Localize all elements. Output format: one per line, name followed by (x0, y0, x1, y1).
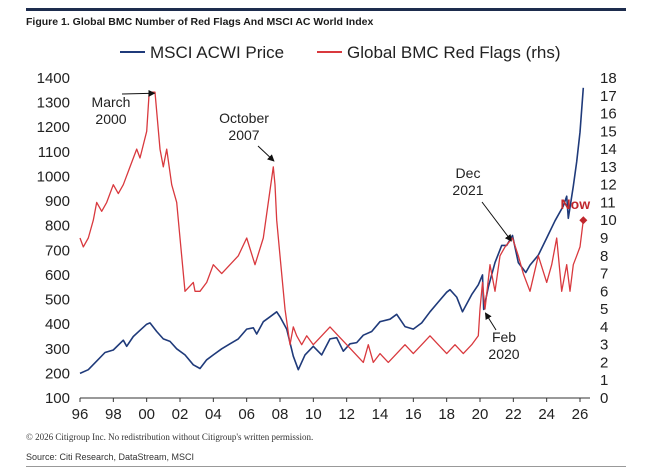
figure-title: Figure 1. Global BMC Number of Red Flags… (26, 16, 374, 28)
y-tick-label-right: 15 (600, 123, 617, 140)
x-tick-label: 16 (405, 406, 422, 423)
y-tick-label-right: 1 (600, 372, 608, 389)
y-tick-label-left: 900 (45, 193, 70, 210)
y-tick-label-right: 13 (600, 159, 617, 176)
y-tick-label-right: 10 (600, 212, 617, 229)
x-tick-label: 26 (572, 406, 589, 423)
y-tick-label-left: 1100 (38, 144, 70, 161)
x-tick-label: 02 (172, 406, 189, 423)
annotation-dec-2021: 2021 (452, 182, 483, 198)
x-tick-label: 00 (138, 406, 155, 423)
x-tick-label: 06 (238, 406, 255, 423)
annotation-feb-2020: 2020 (488, 346, 519, 362)
top-rule (26, 8, 626, 11)
source-note: Source: Citi Research, DataStream, MSCI (26, 452, 195, 462)
y-tick-label-right: 3 (600, 337, 608, 354)
y-tick-label-left: 400 (45, 316, 70, 333)
x-tick-label: 04 (205, 406, 222, 423)
x-tick-label: 08 (272, 406, 289, 423)
y-tick-label-right: 18 (600, 70, 617, 87)
y-tick-label-right: 4 (600, 319, 608, 336)
y-tick-label-right: 2 (600, 354, 608, 371)
x-tick-label: 20 (472, 406, 489, 423)
annotation-feb-2020: Feb (492, 329, 516, 345)
y-tick-label-left: 300 (45, 341, 70, 358)
y-tick-label-right: 6 (600, 283, 608, 300)
annotation-arrow-october-2007 (257, 145, 275, 162)
y-tick-label-left: 700 (45, 242, 70, 259)
y-tick-label-left: 200 (45, 365, 70, 382)
y-tick-label-left: 600 (45, 267, 70, 284)
legend-label-red-flags: Global BMC Red Flags (rhs) (347, 43, 561, 62)
x-tick-label: 18 (438, 406, 455, 423)
y-tick-label-right: 9 (600, 230, 608, 247)
y-tick-label-left: 1300 (37, 95, 70, 112)
annotation-arrow-feb-2020 (484, 312, 497, 331)
y-tick-label-left: 100 (45, 390, 70, 407)
legend-label-msci: MSCI ACWI Price (150, 43, 284, 62)
copyright-notice: © 2026 Citigroup Inc. No redistribution … (26, 432, 314, 442)
x-tick-label: 12 (338, 406, 355, 423)
y-tick-label-right: 5 (600, 301, 608, 318)
y-tick-label-right: 12 (600, 177, 617, 194)
y-tick-label-right: 7 (600, 266, 608, 283)
annotation-october-2007: 2007 (228, 127, 259, 143)
x-tick-label: 98 (105, 406, 122, 423)
x-tick-label: 10 (305, 406, 322, 423)
annotation-dec-2021: Dec (456, 165, 481, 181)
y-tick-label-right: 11 (600, 194, 616, 211)
x-tick-label: 96 (72, 406, 89, 423)
y-tick-label-right: 0 (600, 390, 608, 407)
y-tick-label-right: 14 (600, 141, 617, 158)
chart: 96 98 00 02 04 06 08 10 12 14 16 18 20 22 24 2610020030… (37, 43, 617, 423)
annotation-march-2000: March (92, 94, 131, 110)
y-tick-label-left: 1000 (37, 168, 70, 185)
red-flags-line (79, 91, 584, 364)
y-tick-label-right: 17 (600, 88, 617, 105)
bottom-rule (26, 466, 626, 467)
y-tick-label-left: 1200 (37, 119, 70, 136)
y-tick-label-right: 16 (600, 106, 617, 123)
y-tick-label-left: 1400 (37, 70, 70, 87)
annotation-arrow-march-2000 (121, 89, 156, 97)
annotation-now: Now (561, 196, 591, 212)
now-marker (579, 216, 588, 225)
y-tick-label-left: 800 (45, 218, 70, 235)
x-tick-label: 14 (372, 406, 389, 423)
x-tick-label: 22 (505, 406, 522, 423)
x-tick-label: 24 (538, 406, 555, 423)
annotation-march-2000: 2000 (95, 111, 126, 127)
y-tick-label-left: 500 (45, 292, 70, 309)
y-tick-label-right: 8 (600, 248, 608, 265)
annotation-october-2007: October (219, 110, 269, 126)
annotation-arrow-dec-2021 (481, 201, 512, 242)
